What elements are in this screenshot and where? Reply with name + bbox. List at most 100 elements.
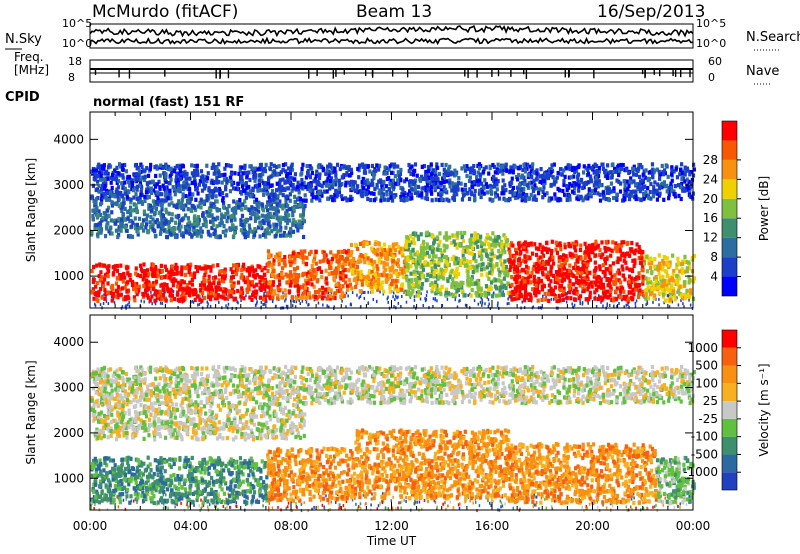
power-echo [540, 284, 544, 290]
power-echo [625, 251, 630, 256]
power-echo [619, 287, 623, 293]
power-echo [485, 184, 489, 189]
power-echo [515, 284, 519, 289]
power-echo [495, 238, 499, 243]
power-echo [176, 290, 180, 295]
power-echo [303, 285, 308, 290]
power-echo [481, 303, 483, 307]
power-echo [367, 271, 371, 276]
power-echo [283, 288, 287, 293]
power-echo [501, 285, 505, 290]
power-echo [512, 259, 516, 264]
power-echo [224, 211, 228, 217]
power-echo [670, 283, 674, 288]
power-echo [502, 233, 506, 238]
power-echo [222, 287, 226, 292]
power-echo [377, 256, 381, 262]
power-echo [680, 299, 682, 303]
power-echo [504, 162, 508, 167]
power-echo [347, 294, 349, 298]
power-echo [517, 262, 521, 267]
power-echo [100, 295, 104, 300]
power-echo [453, 233, 457, 238]
power-echo [468, 170, 473, 175]
power-echo [351, 266, 355, 272]
power-echo [399, 194, 403, 200]
power-echo [273, 255, 278, 260]
power-echo [625, 303, 628, 307]
power-echo [229, 171, 234, 177]
power-echo [422, 239, 426, 245]
power-echo [576, 177, 580, 182]
power-echo [516, 241, 521, 246]
power-echo [289, 262, 293, 268]
power-echo [623, 305, 625, 309]
power-echo [351, 179, 355, 185]
power-echo [421, 263, 425, 268]
power-echo [638, 260, 643, 265]
power-echo [318, 198, 322, 203]
power-echo [563, 260, 567, 265]
power-echo [555, 250, 560, 255]
power-echo [413, 295, 416, 299]
power-echo [603, 290, 607, 295]
power-echo [510, 188, 515, 193]
power-echo [373, 259, 377, 265]
power-echo [356, 270, 360, 275]
power-echo [598, 280, 602, 285]
power-echo [493, 238, 497, 243]
power-echo [347, 173, 352, 178]
power-echo [448, 275, 452, 280]
power-echo [340, 291, 344, 296]
power-echo [502, 290, 504, 294]
power-echo [593, 260, 597, 265]
power-echo [524, 245, 528, 250]
power-echo [632, 263, 636, 269]
power-echo [360, 180, 364, 185]
power-echo [590, 284, 594, 289]
power-echo [174, 220, 178, 225]
power-echo [229, 218, 234, 223]
power-echo [379, 260, 383, 265]
power-echo [593, 290, 597, 295]
power-echo [440, 284, 444, 290]
power-echo [90, 268, 94, 274]
power-echo [594, 239, 598, 244]
power-echo [654, 275, 658, 280]
power-echo [179, 270, 183, 275]
power-echo [217, 281, 221, 286]
power-echo [508, 197, 512, 202]
nsearch-trace [89, 36, 694, 46]
power-echo [293, 272, 297, 277]
power-echo [524, 292, 528, 297]
power-echo [107, 264, 111, 269]
power-echo [650, 261, 654, 266]
power-echo [488, 270, 492, 275]
power-echo [409, 254, 413, 259]
power-echo [256, 300, 258, 304]
power-echo [467, 178, 472, 184]
power-echo [174, 204, 178, 210]
power-echo [214, 287, 218, 292]
power-echo [378, 163, 382, 168]
power-echo [272, 223, 276, 228]
power-echo [110, 203, 115, 208]
power-echo [669, 291, 673, 296]
power-echo [678, 172, 682, 177]
power-echo [288, 218, 292, 223]
power-echo [131, 208, 135, 213]
power-echo [645, 269, 649, 274]
power-echo [292, 218, 296, 223]
power-echo [452, 271, 457, 276]
power-echo [375, 264, 379, 269]
power-echo [293, 220, 297, 225]
power-echo [437, 242, 441, 248]
power-echo [632, 291, 636, 297]
power-echo [266, 249, 271, 254]
power-echo [115, 263, 119, 269]
power-echo [151, 179, 155, 184]
power-echo [96, 195, 100, 201]
power-echo [680, 267, 685, 272]
power-echo [683, 296, 688, 301]
power-echo [500, 241, 504, 246]
